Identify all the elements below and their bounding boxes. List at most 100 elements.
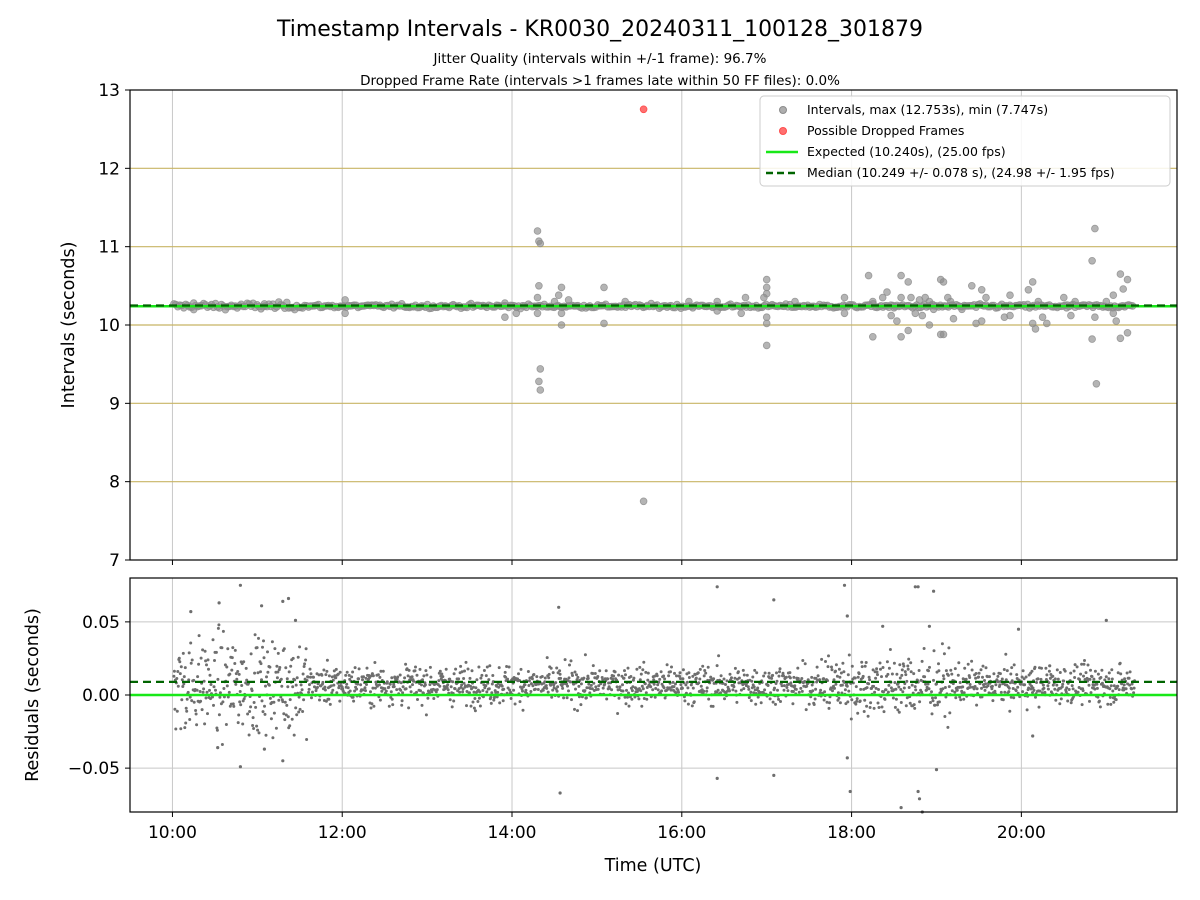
- residual-point: [1039, 677, 1043, 681]
- residual-point: [1120, 682, 1124, 686]
- residual-point: [188, 718, 192, 721]
- residual-point: [181, 651, 185, 655]
- residual-point: [878, 661, 882, 665]
- residual-outlier-point: [558, 791, 562, 795]
- residual-point: [357, 677, 361, 681]
- residual-point: [279, 677, 283, 681]
- residual-point: [621, 689, 625, 693]
- residual-point: [876, 673, 879, 677]
- residual-point: [1106, 702, 1110, 706]
- residual-point: [850, 698, 854, 702]
- residual-point: [905, 696, 909, 700]
- residual-point: [962, 697, 966, 701]
- residual-point: [1114, 698, 1118, 702]
- residual-point: [950, 689, 954, 693]
- intervals-y-tick-label: 8: [109, 473, 120, 493]
- residual-point: [767, 671, 771, 675]
- residual-point: [623, 695, 627, 699]
- residual-point: [543, 676, 547, 680]
- residual-point: [297, 710, 301, 714]
- residual-point: [704, 671, 708, 675]
- residual-point: [1088, 677, 1092, 681]
- residual-point: [361, 678, 364, 682]
- residual-point: [230, 668, 234, 672]
- residual-point: [698, 667, 702, 671]
- residual-point: [667, 674, 671, 678]
- residual-point: [678, 674, 681, 678]
- interval-outlier-point: [1060, 293, 1068, 302]
- interval-outlier-point: [925, 297, 934, 306]
- residual-point: [323, 685, 327, 689]
- residual-point: [833, 686, 836, 690]
- residual-point: [925, 688, 929, 692]
- x-tick-label: 14:00: [488, 823, 537, 843]
- residual-point: [675, 674, 678, 678]
- residual-point: [796, 677, 800, 680]
- residual-point: [632, 676, 636, 680]
- residual-point: [405, 667, 409, 671]
- residual-point: [438, 684, 442, 688]
- interval-outlier-point: [1031, 325, 1040, 333]
- residual-point: [209, 697, 212, 701]
- residual-point: [1041, 683, 1045, 687]
- residual-point: [309, 672, 313, 676]
- residual-point: [267, 683, 271, 687]
- residual-point: [615, 685, 619, 689]
- residual-point: [1109, 702, 1113, 706]
- residual-point: [404, 662, 408, 666]
- residual-point: [352, 699, 356, 703]
- residual-point: [220, 646, 224, 650]
- residual-point: [791, 702, 795, 706]
- residual-outlier-point: [281, 759, 285, 763]
- residual-point: [972, 687, 976, 691]
- residual-point: [928, 665, 931, 669]
- residual-point: [752, 685, 756, 689]
- residual-point: [920, 690, 924, 694]
- residual-point: [784, 675, 788, 679]
- residual-point: [1061, 682, 1065, 686]
- residual-point: [856, 675, 860, 679]
- residual-point: [759, 701, 763, 705]
- interval-outlier-point: [554, 291, 563, 300]
- residual-point: [1046, 687, 1050, 691]
- residual-point: [1021, 690, 1025, 694]
- residual-point: [189, 641, 193, 645]
- residual-point: [618, 685, 622, 689]
- residual-point: [208, 673, 212, 677]
- residual-point: [330, 691, 334, 695]
- residual-point: [889, 686, 893, 690]
- residual-point: [275, 676, 279, 680]
- residual-point: [822, 677, 826, 681]
- residual-point: [828, 701, 831, 705]
- residual-point: [531, 684, 535, 688]
- residual-point: [563, 658, 567, 662]
- residual-point: [294, 683, 298, 687]
- residual-point: [547, 676, 551, 680]
- residual-point: [204, 696, 208, 700]
- interval-outlier-point: [536, 386, 545, 394]
- residual-outlier-point: [238, 765, 242, 769]
- residual-outlier-point: [260, 604, 264, 608]
- residual-point: [717, 654, 721, 658]
- residual-point: [941, 687, 945, 691]
- interval-outlier-point: [878, 293, 887, 302]
- residual-point: [698, 677, 702, 681]
- residual-point: [1040, 666, 1043, 670]
- residual-point: [1071, 687, 1075, 691]
- residual-point: [850, 664, 854, 668]
- residual-point: [591, 672, 595, 675]
- residual-point: [1096, 672, 1100, 676]
- residual-outlier-point: [916, 585, 920, 589]
- residual-point: [207, 667, 210, 671]
- residual-point: [449, 685, 453, 689]
- residual-point: [641, 687, 645, 691]
- residual-point: [643, 682, 647, 686]
- residual-point: [399, 681, 403, 685]
- residual-point: [1011, 687, 1015, 690]
- residual-point: [389, 690, 393, 694]
- residual-point: [197, 634, 201, 638]
- residual-point: [1042, 686, 1046, 690]
- residual-point: [936, 703, 939, 707]
- residual-point: [940, 642, 944, 646]
- residual-outlier-point: [281, 599, 285, 604]
